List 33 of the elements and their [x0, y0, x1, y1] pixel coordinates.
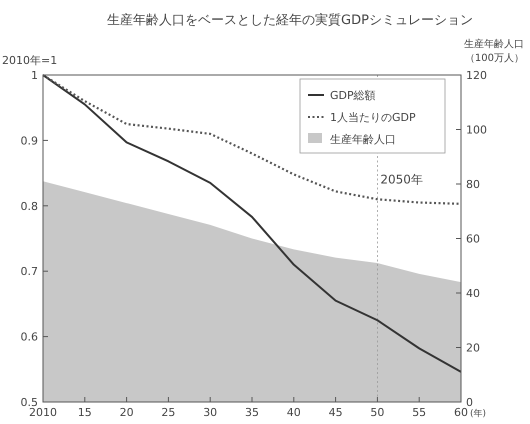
x-tick-label: 45	[328, 406, 343, 419]
y2-tick-label: 120	[466, 69, 487, 82]
y-tick-label: 0.6	[20, 330, 38, 344]
y-tick-label: 0.8	[20, 200, 38, 213]
legend-label: 生産年齢人口	[330, 133, 396, 146]
ref-line-label: 2050年	[380, 172, 423, 187]
legend-label: 1人当たりのGDP	[330, 111, 416, 124]
x-tick-label: 30	[203, 406, 218, 419]
y2-tick-label: 20	[466, 342, 480, 354]
line-series	[42, 74, 462, 373]
legend-label: GDP総額	[330, 89, 376, 102]
y2-tick-label: 40	[466, 287, 480, 300]
y2-tick-label: 60	[466, 232, 480, 246]
y-tick-label: 1	[31, 69, 38, 82]
chart-title: 生産年齢人口をベースとした経年の実質GDPシミュレーション	[107, 12, 473, 28]
x-axis-title: (年)	[470, 408, 486, 419]
x-tick-label: 40	[286, 406, 301, 419]
y2-tick-label: 100	[466, 124, 487, 136]
y-tick-label: 0.9	[20, 134, 38, 148]
x-tick-label: 50	[370, 406, 384, 419]
x-tick-label: 25	[161, 406, 176, 419]
x-tick-label: 60	[454, 406, 468, 419]
x-tick-label: 15	[78, 406, 92, 419]
y-tick-label: 0.5	[20, 396, 38, 409]
x-tick-label: 20	[120, 406, 134, 419]
y-axis-title: 2010年=1	[2, 54, 58, 67]
x-tick-label: 2010	[29, 406, 57, 419]
y-tick-label: 0.7	[20, 265, 38, 278]
x-tick-label: 35	[245, 406, 259, 419]
y2-axis-title: 生産年齢人口（100万人）	[464, 38, 524, 64]
y2-tick-label: 0	[466, 396, 473, 409]
y2-tick-label: 80	[466, 178, 480, 191]
x-tick-label: 55	[412, 406, 426, 419]
